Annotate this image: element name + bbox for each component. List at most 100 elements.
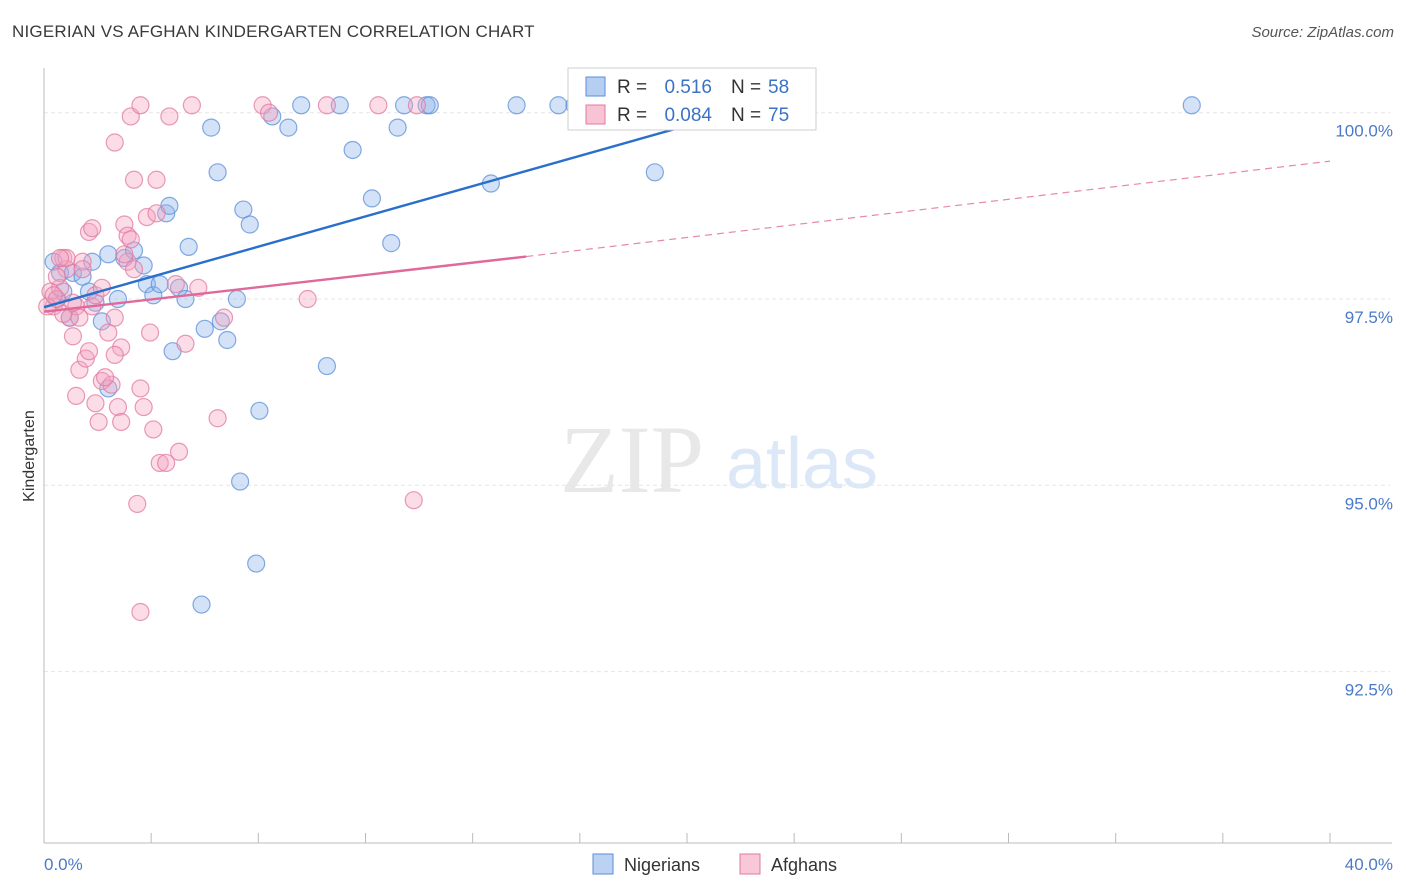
nigerian-point-9 bbox=[99, 245, 118, 264]
afghan-point-56 bbox=[47, 267, 66, 286]
nigerian-point-25 bbox=[218, 330, 237, 350]
afghan-point-53 bbox=[83, 219, 102, 238]
nigerian-point-49 bbox=[1182, 96, 1201, 115]
afghan-point-32 bbox=[157, 453, 176, 473]
afghan-point-26 bbox=[134, 397, 153, 417]
y-tick-label-3: 92.5% bbox=[1345, 681, 1393, 700]
nigerian-point-47 bbox=[645, 163, 664, 182]
afghan-point-40 bbox=[214, 308, 234, 327]
afghan-point-35 bbox=[169, 442, 189, 461]
nigerian-point-31 bbox=[279, 118, 298, 137]
nigerian-point-24 bbox=[208, 163, 227, 182]
nigerian-point-16 bbox=[150, 275, 169, 294]
nigerian-point-43 bbox=[507, 96, 526, 115]
nigerian-point-36 bbox=[362, 189, 382, 208]
afghan-point-43 bbox=[298, 289, 317, 309]
afghan-point-50 bbox=[105, 133, 124, 152]
afghan-point-33 bbox=[160, 107, 179, 126]
nigerian-point-29 bbox=[250, 401, 269, 420]
afghan-point-70 bbox=[128, 494, 147, 514]
afghans-stats-swatch bbox=[585, 104, 606, 125]
series-legend: Nigerians Afghans bbox=[592, 853, 837, 875]
nigerian-point-26 bbox=[227, 289, 246, 309]
nigerians-legend-swatch bbox=[592, 853, 614, 875]
nigerians-r-label: R = bbox=[617, 77, 647, 98]
afghan-point-7 bbox=[63, 327, 83, 346]
afghan-point-74 bbox=[50, 248, 70, 268]
afghans-n-label: N = bbox=[731, 105, 761, 126]
afghan-point-29 bbox=[144, 420, 163, 439]
afghan-point-21 bbox=[112, 412, 131, 432]
nigerian-point-35 bbox=[343, 140, 362, 160]
afghan-point-51 bbox=[147, 170, 166, 189]
afghan-point-54 bbox=[124, 260, 144, 279]
afghan-point-12 bbox=[79, 342, 99, 361]
afghan-point-20 bbox=[108, 397, 128, 417]
y-tick-label-0: 100.0% bbox=[1335, 122, 1393, 141]
afghan-point-14 bbox=[86, 394, 105, 413]
afghan-point-27 bbox=[137, 207, 156, 227]
afghan-point-37 bbox=[182, 96, 201, 115]
afghan-point-3 bbox=[50, 278, 70, 297]
afghan-point-47 bbox=[407, 96, 427, 115]
afghan-point-71 bbox=[131, 602, 150, 622]
afghan-point-24 bbox=[124, 170, 144, 189]
nigerians-n-label: N = bbox=[731, 77, 761, 98]
afghan-point-19 bbox=[105, 308, 124, 327]
nigerian-point-33 bbox=[317, 356, 337, 376]
gridlines bbox=[44, 112, 1390, 673]
afghans-r-value: 0.084 bbox=[664, 105, 712, 126]
afghan-point-57 bbox=[57, 248, 76, 268]
afghan-point-31 bbox=[150, 453, 169, 473]
afghan-point-45 bbox=[369, 96, 388, 115]
afghan-point-49 bbox=[131, 96, 150, 115]
afghan-point-63 bbox=[112, 338, 131, 357]
afghan-point-38 bbox=[189, 278, 208, 297]
nigerians-r-value: 0.516 bbox=[664, 77, 712, 98]
nigerian-point-32 bbox=[292, 96, 311, 115]
afghan-point-58 bbox=[73, 260, 92, 279]
watermark-atlas: atlas bbox=[726, 424, 878, 504]
afghans-legend-swatch bbox=[739, 853, 761, 875]
nigerian-point-37 bbox=[382, 234, 401, 253]
afghan-point-69 bbox=[105, 345, 124, 364]
x-axis-tick-labels: 0.0% 40.0% bbox=[44, 855, 1393, 874]
nigerian-point-22 bbox=[195, 319, 214, 338]
afghan-point-39 bbox=[208, 409, 227, 428]
nigerian-point-20 bbox=[179, 237, 198, 256]
afghans-trend-line bbox=[43, 255, 527, 313]
axes bbox=[43, 68, 1392, 844]
afghan-point-34 bbox=[166, 275, 185, 294]
afghan-point-18 bbox=[102, 375, 121, 394]
afghan-point-36 bbox=[176, 334, 195, 353]
afghans-legend-label: Afghans bbox=[771, 855, 837, 875]
nigerian-point-55 bbox=[247, 554, 266, 573]
y-axis-label: Kindergarten bbox=[21, 410, 38, 502]
afghan-point-46 bbox=[404, 491, 423, 510]
nigerian-point-28 bbox=[240, 215, 259, 234]
nigerian-point-54 bbox=[231, 472, 250, 491]
stats-box: R = 0.516 N = 58 R = 0.084 N = 75 bbox=[567, 67, 817, 131]
afghan-point-42 bbox=[259, 103, 279, 122]
afghan-point-65 bbox=[121, 230, 140, 249]
afghans-r-label: R = bbox=[617, 105, 647, 126]
chart-title: NIGERIAN VS AFGHAN KINDERGARTEN CORRELAT… bbox=[12, 22, 535, 41]
afghan-point-9 bbox=[70, 360, 89, 379]
afghan-point-73 bbox=[44, 286, 63, 305]
nigerian-point-56 bbox=[192, 595, 211, 614]
afghan-point-28 bbox=[140, 323, 160, 342]
y-tick-label-1: 97.5% bbox=[1345, 308, 1393, 327]
nigerians-n-value: 58 bbox=[768, 77, 789, 98]
x-tick-label-0: 0.0% bbox=[44, 855, 83, 874]
data-points bbox=[38, 96, 1201, 622]
afghans-trend-extension bbox=[526, 160, 1331, 258]
x-tick-label-1: 40.0% bbox=[1345, 855, 1393, 874]
nigerian-point-44 bbox=[549, 96, 568, 115]
nigerian-point-34 bbox=[330, 96, 349, 115]
afghan-point-44 bbox=[317, 96, 337, 115]
source-label: Source: ZipAtlas.com bbox=[1251, 24, 1394, 41]
nigerians-legend-label: Nigerians bbox=[624, 855, 700, 875]
afghans-n-value: 75 bbox=[768, 105, 789, 126]
y-tick-label-2: 95.0% bbox=[1345, 494, 1393, 513]
